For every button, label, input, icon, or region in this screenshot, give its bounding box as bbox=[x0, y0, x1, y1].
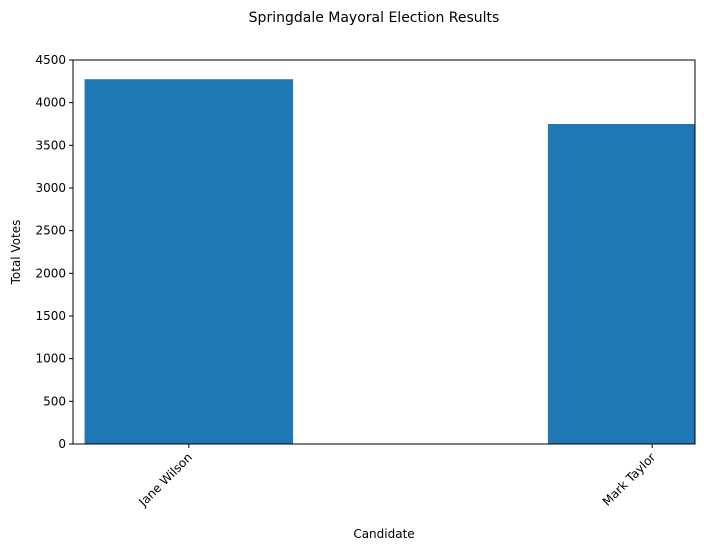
y-tick-label: 4500 bbox=[35, 53, 66, 67]
x-tick-label: Jane Wilson bbox=[135, 450, 195, 510]
y-tick-label: 1500 bbox=[35, 309, 66, 323]
bar-jane-wilson bbox=[84, 79, 294, 444]
x-axis-label: Candidate bbox=[353, 527, 414, 541]
y-tick-label: 2500 bbox=[35, 224, 66, 238]
plot-area: 0 500 1000 1500 2000 2500 3000 3500 4000 4500 Jane… bbox=[35, 53, 696, 510]
y-tick-label: 3000 bbox=[35, 181, 66, 195]
chart-title: Springdale Mayoral Election Results bbox=[249, 10, 500, 26]
y-tick-label: 0 bbox=[58, 437, 66, 451]
bar-mark-taylor bbox=[547, 124, 695, 444]
y-tick-label: 4000 bbox=[35, 96, 66, 110]
plot-frame bbox=[72, 59, 696, 445]
y-axis-label: Total Votes bbox=[9, 220, 23, 286]
x-tick-label: Mark Taylor bbox=[600, 450, 659, 509]
y-tick-label: 2000 bbox=[35, 266, 66, 280]
y-tick-label: 1000 bbox=[35, 352, 66, 366]
y-tick-label: 3500 bbox=[35, 138, 66, 152]
y-tick-label: 500 bbox=[43, 394, 66, 408]
